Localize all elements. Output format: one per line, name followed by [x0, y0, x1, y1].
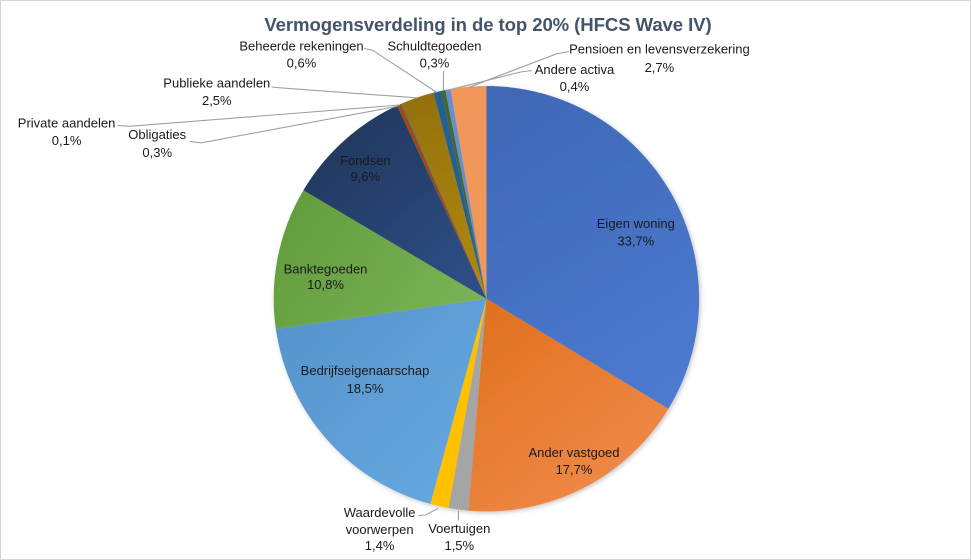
- svg-text:Fondsen: Fondsen: [340, 153, 391, 168]
- svg-text:Bedrijfseigenaarschap: Bedrijfseigenaarschap: [301, 363, 430, 378]
- svg-text:Andere activa: Andere activa: [535, 62, 615, 77]
- svg-text:Ander vastgoed: Ander vastgoed: [528, 445, 619, 460]
- svg-text:0,3%: 0,3%: [420, 55, 450, 70]
- svg-text:0,3%: 0,3%: [142, 145, 172, 160]
- svg-text:Voertuigen: Voertuigen: [428, 521, 490, 536]
- svg-text:10,8%: 10,8%: [307, 277, 344, 292]
- svg-text:Eigen woning: Eigen woning: [597, 216, 675, 231]
- svg-text:Waardevolle: Waardevolle: [344, 505, 416, 520]
- svg-text:Private aandelen: Private aandelen: [18, 115, 116, 130]
- svg-text:voorwerpen: voorwerpen: [346, 522, 414, 537]
- svg-text:0,6%: 0,6%: [287, 55, 317, 70]
- svg-text:Pensioen en levensverzekering: Pensioen en levensverzekering: [569, 42, 750, 57]
- svg-text:1,5%: 1,5%: [444, 538, 474, 553]
- svg-text:0,1%: 0,1%: [52, 133, 82, 148]
- svg-text:2,7%: 2,7%: [645, 60, 675, 75]
- svg-text:33,7%: 33,7%: [617, 234, 654, 249]
- svg-text:0,4%: 0,4%: [560, 79, 590, 94]
- svg-text:Schuldtegoeden: Schuldtegoeden: [388, 38, 482, 53]
- svg-text:Vermogensverdeling in de top 2: Vermogensverdeling in de top 20% (HFCS W…: [264, 14, 711, 35]
- svg-text:9,6%: 9,6%: [350, 169, 380, 184]
- svg-text:18,5%: 18,5%: [347, 381, 384, 396]
- svg-text:Obligaties: Obligaties: [128, 127, 186, 142]
- svg-text:Banktegoeden: Banktegoeden: [284, 261, 368, 276]
- svg-text:1,4%: 1,4%: [365, 538, 395, 553]
- svg-text:Beheerde rekeningen: Beheerde rekeningen: [239, 38, 363, 53]
- svg-text:2,5%: 2,5%: [202, 93, 232, 108]
- svg-text:17,7%: 17,7%: [556, 462, 593, 477]
- svg-text:Publieke aandelen: Publieke aandelen: [163, 76, 270, 91]
